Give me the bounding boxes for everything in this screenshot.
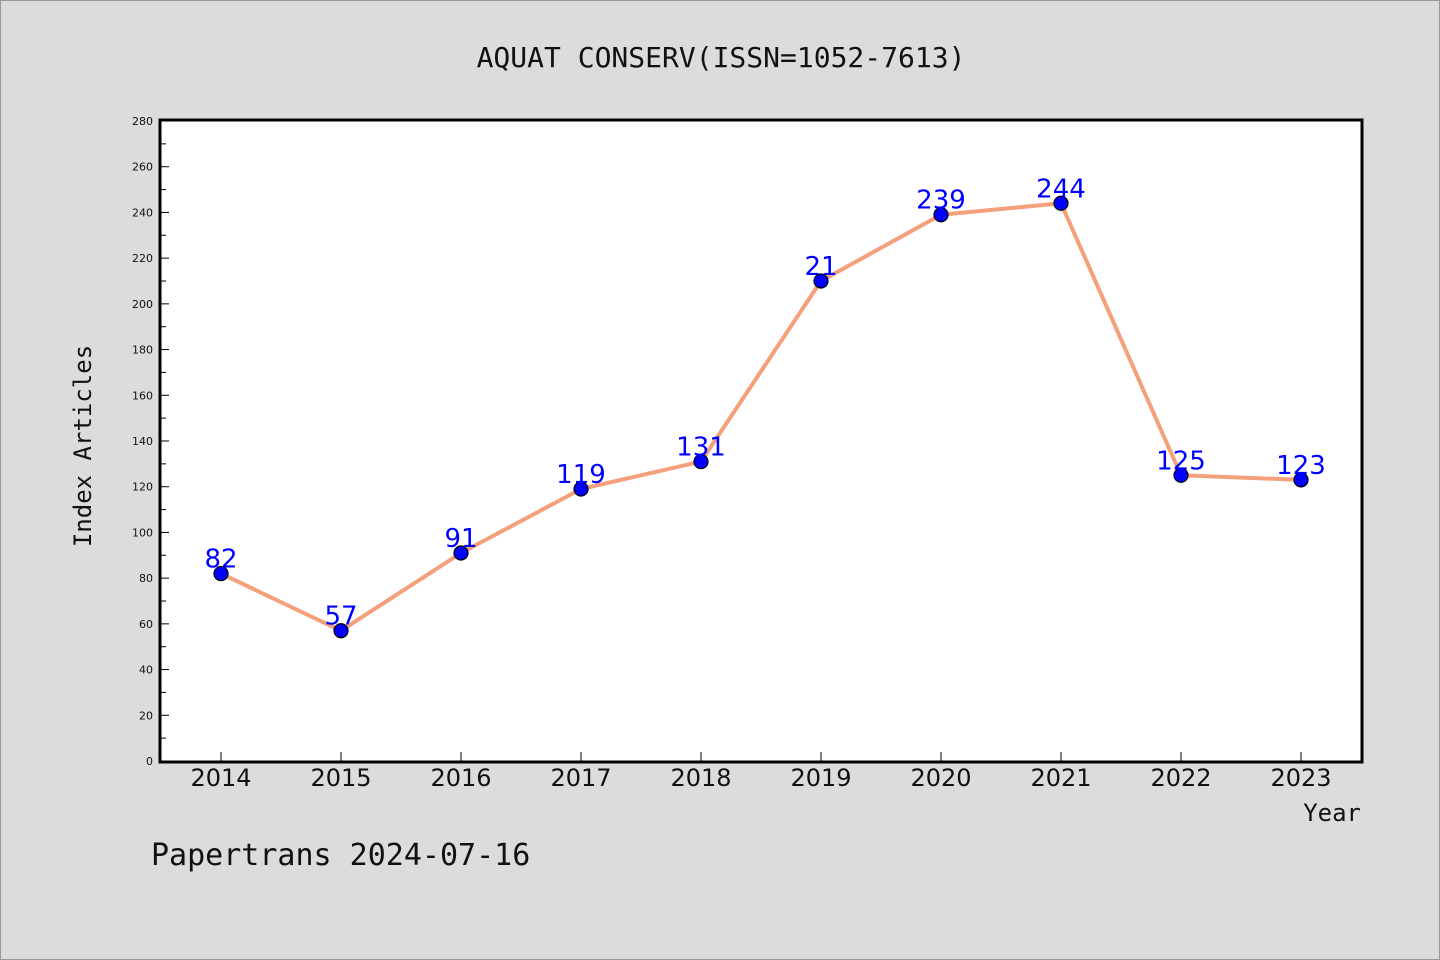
data-points: [213, 195, 1309, 639]
x-axis-label: Year: [1303, 799, 1361, 827]
y-tick-label: 140: [132, 435, 153, 448]
x-tick-label: 2022: [1150, 764, 1211, 792]
y-tick-label: 100: [132, 526, 153, 539]
data-label: 82: [204, 545, 237, 575]
data-labels: 82 57 91 119 131 21 239 244 125 123: [204, 174, 1325, 631]
data-label: 131: [676, 433, 726, 463]
y-tick-label: 260: [132, 161, 153, 174]
x-tick-label: 2021: [1030, 764, 1091, 792]
y-tick-label: 60: [139, 618, 153, 631]
series-line: [220, 201, 1302, 633]
x-tick-label: 2018: [670, 764, 731, 792]
y-axis-ticks: 0 20 40 60 80 100 120 140 160 180 200 220 240 260 280: [132, 115, 169, 768]
y-tick-label: 40: [139, 664, 153, 677]
footer-watermark: Papertrans 2024-07-16: [151, 838, 530, 873]
y-tick-label: 0: [146, 755, 153, 768]
data-point: [933, 207, 949, 223]
x-tick-label: 2014: [190, 764, 251, 792]
data-point: [1053, 195, 1069, 211]
chart-title: AQUAT CONSERV(ISSN=1052-7613): [477, 41, 966, 74]
data-point: [1293, 472, 1309, 488]
data-label: 125: [1156, 446, 1206, 476]
x-axis-ticks: 2014 2015 2016 2017 2018 2019 2020 2021 2022 2023: [190, 752, 1332, 792]
x-tick-label: 2020: [910, 764, 971, 792]
data-point: [333, 623, 349, 639]
y-tick-label: 120: [132, 481, 153, 494]
data-label: 91: [444, 524, 477, 554]
y-tick-label: 240: [132, 206, 153, 219]
y-tick-label: 160: [132, 389, 153, 402]
data-point: [453, 545, 469, 561]
data-point: [213, 565, 229, 582]
plot-area: [158, 118, 1364, 764]
x-tick-label: 2016: [430, 764, 491, 792]
y-tick-label: 220: [132, 252, 153, 265]
y-tick-label: 80: [139, 572, 153, 585]
data-point: [813, 273, 829, 289]
y-axis-label: Index Articles: [69, 345, 97, 547]
data-point: [573, 481, 589, 497]
data-label: 239: [916, 186, 966, 216]
data-label: 21: [804, 252, 837, 282]
data-label: 119: [556, 460, 606, 490]
x-tick-label: 2023: [1270, 764, 1331, 792]
data-label: 57: [324, 602, 357, 632]
y-tick-label: 200: [132, 298, 153, 311]
data-label: 244: [1036, 174, 1086, 204]
x-tick-label: 2015: [310, 764, 371, 792]
y-tick-label: 180: [132, 344, 153, 357]
data-label: 123: [1276, 451, 1326, 481]
y-tick-label: 20: [139, 709, 153, 722]
x-tick-label: 2017: [550, 764, 611, 792]
x-tick-label: 2019: [790, 764, 851, 792]
y-tick-label: 280: [132, 115, 153, 128]
data-point: [693, 453, 709, 470]
data-point: [1173, 467, 1189, 483]
